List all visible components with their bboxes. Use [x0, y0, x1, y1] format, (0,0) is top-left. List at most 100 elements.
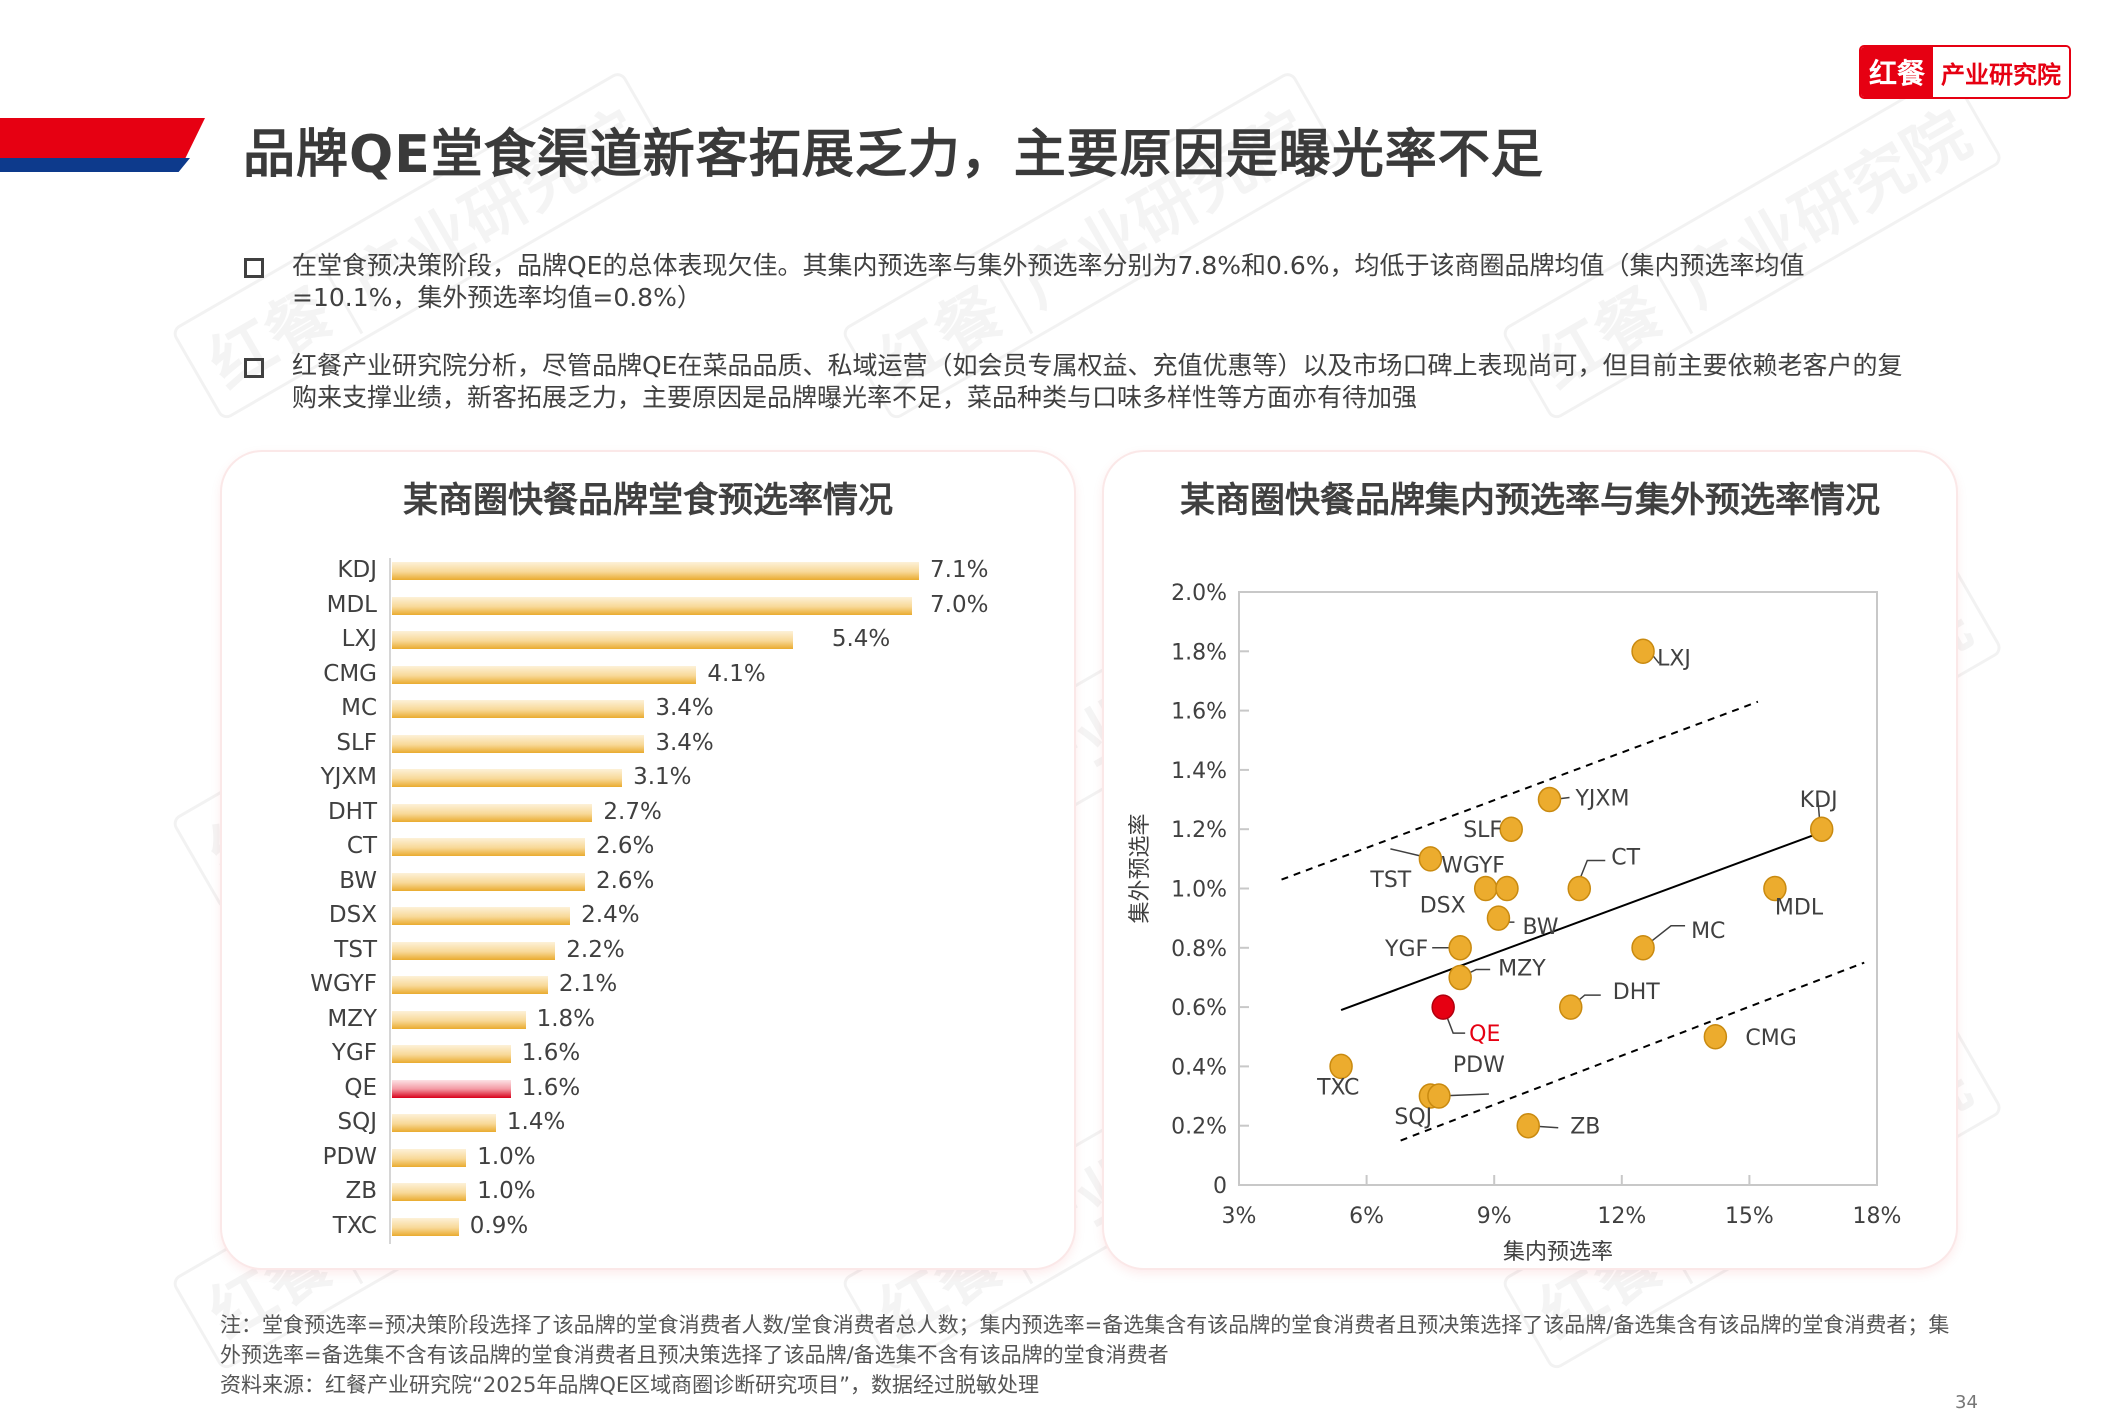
bar — [392, 700, 645, 718]
bar — [392, 1045, 511, 1063]
scatter-point — [1427, 1083, 1451, 1109]
bar — [392, 1183, 467, 1201]
scatter-point-label: YGF — [1384, 937, 1428, 962]
bar-value-label: 2.7% — [603, 798, 662, 825]
scatter-point-label: MC — [1691, 919, 1725, 944]
bar — [392, 596, 912, 615]
logo-org: 产业研究院 — [1933, 47, 2070, 97]
upper-bound-line — [1281, 700, 1759, 881]
scatter-point-label: MDL — [1775, 896, 1824, 921]
footnote-source: 资料来源：红餐产业研究院“2025年品牌QE区域商圈诊断研究项目”，数据经过脱敏… — [220, 1373, 1039, 1397]
scatter-point-label: YJXM — [1574, 787, 1629, 812]
scatter-point — [1567, 875, 1592, 902]
bar — [392, 1114, 496, 1132]
bar-category-label: MDL — [326, 591, 377, 618]
scatter-point — [1448, 935, 1472, 961]
scatter-point-label: DSX — [1420, 894, 1466, 919]
bar — [392, 562, 919, 580]
bar-value-label: 2.2% — [566, 936, 625, 963]
x-tick-label: 3% — [1222, 1204, 1257, 1229]
bar — [392, 838, 585, 856]
scatter-point — [1703, 1024, 1728, 1050]
point-leader-line — [1390, 848, 1425, 858]
scatter-point — [1473, 875, 1498, 902]
bar-value-label: 2.4% — [581, 902, 640, 928]
bar-value-label: 2.6% — [595, 867, 655, 894]
point-leader-line — [1578, 859, 1606, 881]
bar — [392, 803, 593, 822]
x-tick-label: 15% — [1725, 1204, 1774, 1229]
page-number: 34 — [1955, 1392, 1978, 1413]
bar-category-label: ZB — [345, 1178, 377, 1204]
bar — [392, 1217, 459, 1236]
scatter-point-label: KDJ — [1800, 788, 1838, 813]
scatter-point — [1516, 1112, 1540, 1139]
bar-category-label: TST — [334, 936, 377, 963]
scatter-point-label: CMG — [1745, 1026, 1796, 1051]
bar-value-label: 4.1% — [707, 660, 766, 687]
bar-value-label: 3.1% — [633, 764, 692, 790]
bar-value-label: 1.4% — [506, 1109, 566, 1135]
x-tick-label: 12% — [1597, 1204, 1646, 1229]
bar-category-label: TXC — [332, 1212, 377, 1239]
bar-value-label: 2.1% — [558, 971, 618, 997]
scatter-point-label: PDW — [1453, 1053, 1505, 1078]
scatter-point — [1486, 905, 1511, 931]
bar-category-label: BW — [339, 867, 377, 894]
scatter-point-label: QE — [1469, 1022, 1500, 1047]
bar-category-label: DHT — [327, 798, 377, 825]
y-tick-label: 1.6% — [1171, 700, 1227, 725]
bar — [392, 769, 623, 787]
scatter-chart-panel: 某商圈快餐品牌集内预选率与集外预选率情况 0 0.2% 0.4% 0.6% 0.8% 1.… — [1104, 452, 1956, 1268]
scatter-point-label: CT — [1611, 846, 1640, 871]
bar-value-label: 1.6% — [521, 1040, 581, 1066]
scatter-point — [1559, 994, 1583, 1020]
footnote-definitions: 注：堂食预选率=预决策阶段选择了该品牌的堂食消费者人数/堂食消费者总人数；集内预… — [220, 1313, 1950, 1367]
bar-category-label: WGYF — [310, 971, 377, 997]
scatter-point-label: DHT — [1613, 980, 1660, 1005]
bar-value-label: 2.6% — [595, 833, 655, 859]
bar-category-label: PDW — [322, 1143, 377, 1170]
bar — [392, 941, 556, 960]
bar-category-label: DSX — [328, 902, 377, 928]
y-tick-label: 0 — [1213, 1174, 1227, 1199]
y-tick-label: 0.6% — [1171, 996, 1227, 1021]
bar-category-label: YGF — [331, 1040, 377, 1066]
scatter-point — [1448, 964, 1472, 991]
footnote: 注：堂食预选率=预决策阶段选择了该品牌的堂食消费者人数/堂食消费者总人数；集内预… — [220, 1310, 1960, 1400]
x-axis-title: 集内预选率 — [1503, 1240, 1613, 1265]
bar-value-label: 5.4% — [831, 626, 891, 652]
scatter-point-highlight — [1431, 994, 1455, 1020]
bar-category-label: MC — [341, 695, 377, 721]
bullet-item: 在堂食预决策阶段，品牌QE的总体表现欠佳。其集内预选率与集外预选率分别为7.8%… — [244, 250, 1924, 314]
y-tick-label: 0.8% — [1171, 937, 1227, 962]
bar — [392, 631, 793, 649]
bullet-text: 在堂食预决策阶段，品牌QE的总体表现欠佳。其集内预选率与集外预选率分别为7.8%… — [292, 251, 1805, 312]
y-tick-label: 1.8% — [1171, 640, 1227, 665]
bar-highlight — [392, 1079, 511, 1098]
scatter-point-label: TST — [1369, 868, 1411, 893]
bar — [392, 1010, 526, 1029]
y-axis-title: 集外预选率 — [1128, 813, 1153, 923]
scatter-point-label: LXJ — [1657, 646, 1691, 671]
scatter-point — [1537, 786, 1562, 813]
logo-brand: 红餐 — [1861, 47, 1934, 97]
y-tick-label: 2.0% — [1171, 581, 1227, 606]
x-tick-label: 6% — [1349, 1204, 1384, 1229]
bar-category-label: SQJ — [337, 1109, 378, 1135]
scatter-chart-title: 某商圈快餐品牌集内预选率与集外预选率情况 — [1179, 481, 1880, 521]
bar — [392, 1148, 467, 1167]
bullet-list: 在堂食预决策阶段，品牌QE的总体表现欠佳。其集内预选率与集外预选率分别为7.8%… — [244, 250, 1924, 450]
scatter-point — [1418, 846, 1443, 872]
bullet-text: 红餐产业研究院分析，尽管品牌QE在菜品品质、私域运营（如会员专属权益、充值优惠等… — [292, 351, 1903, 412]
bar-category-label: CT — [346, 833, 377, 859]
y-tick-label: 1.4% — [1171, 759, 1227, 784]
bullet-item: 红餐产业研究院分析，尽管品牌QE在菜品品质、私域运营（如会员专属权益、充值优惠等… — [244, 350, 1924, 414]
bar-value-label: 7.0% — [930, 591, 989, 618]
square-bullet-icon — [244, 358, 264, 378]
scatter-point-label: TXC — [1316, 1075, 1359, 1100]
title-accent-red — [0, 118, 205, 160]
bar-category-label: KDJ — [337, 557, 377, 583]
scatter-point — [1499, 816, 1523, 842]
bar — [392, 976, 548, 994]
